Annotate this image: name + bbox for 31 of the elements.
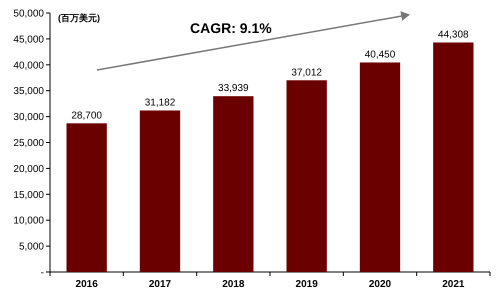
y-tick-label: 40,000: [13, 60, 44, 72]
y-tick-label: 15,000: [13, 190, 44, 201]
y-tick-label: 50,000: [13, 8, 44, 20]
bar: [360, 62, 400, 272]
y-tick-label: 20,000: [13, 164, 44, 175]
x-tick-label: 2016: [76, 279, 98, 290]
bar: [213, 96, 254, 272]
y-tick-label: 5,000: [18, 242, 44, 253]
x-tick-label: 2017: [148, 279, 172, 290]
bar: [433, 42, 474, 272]
y-tick-label: 30,000: [13, 112, 44, 124]
x-tick-label: 2019: [296, 279, 318, 290]
bar: [66, 123, 107, 272]
data-label: 33,939: [218, 83, 250, 94]
y-tick-label: 45,000: [13, 34, 44, 46]
bar: [140, 110, 180, 272]
bar: [286, 80, 327, 272]
data-label: 28,700: [71, 110, 102, 122]
y-tick-label: 25,000: [13, 138, 44, 149]
y-tick-label: 10,000: [13, 216, 44, 227]
data-label: 37,012: [291, 67, 322, 78]
x-tick-label: 2018: [222, 279, 245, 290]
y-tick-label: -: [40, 268, 44, 278]
data-label: 44,308: [438, 29, 470, 40]
y-tick-label: 35,000: [13, 86, 44, 98]
data-label: 31,182: [144, 97, 176, 108]
x-tick-label: 2020: [368, 279, 392, 290]
x-tick-label: 2021: [442, 279, 465, 290]
data-label: 40,450: [364, 49, 396, 60]
y-axis-title: (百万美元): [58, 13, 100, 23]
annotation: CAGR: 9.1%: [190, 20, 272, 36]
